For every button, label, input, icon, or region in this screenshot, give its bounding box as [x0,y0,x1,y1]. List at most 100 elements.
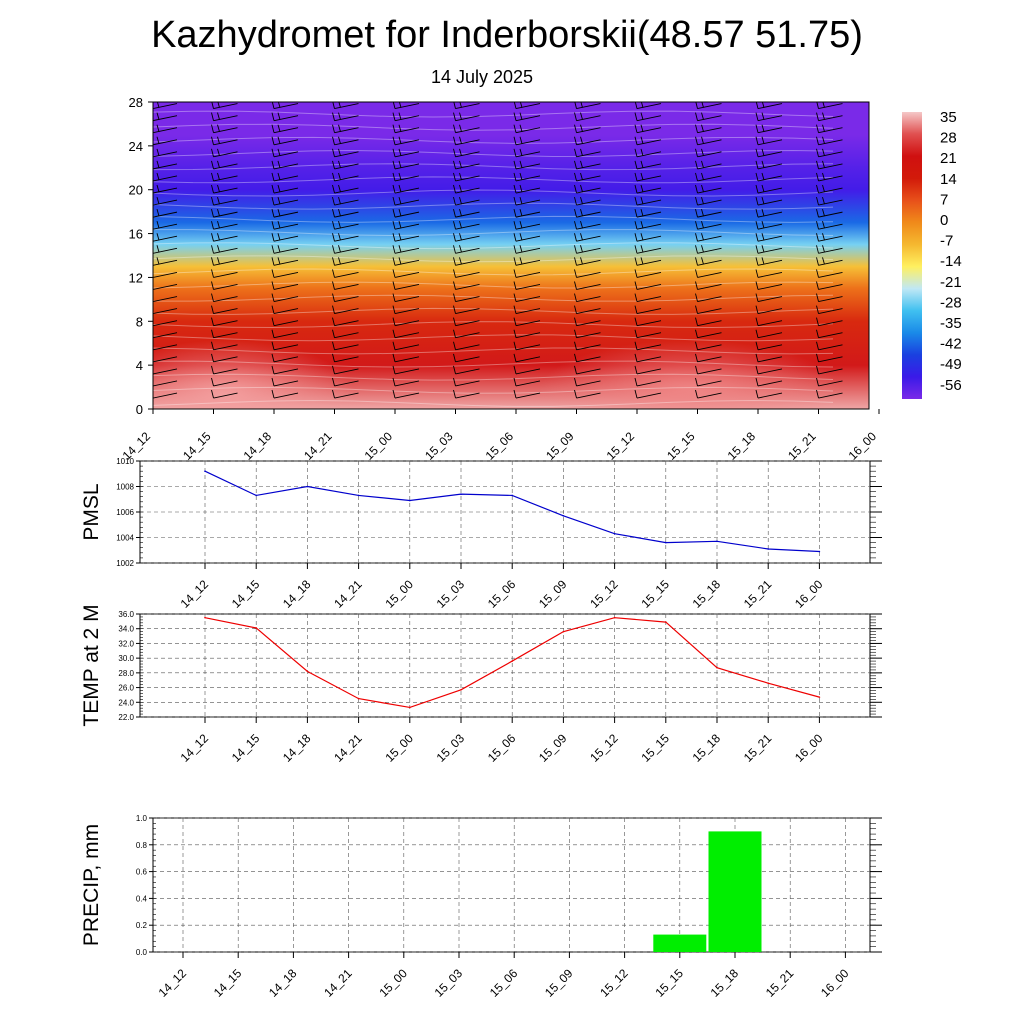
wind-barb [453,221,480,230]
wind-barb [574,329,601,339]
wind-barb [695,196,722,206]
wind-barb [271,245,299,254]
wind-barb [574,281,601,290]
y-tick-label: 16 [129,227,143,242]
series-point [665,541,667,544]
wind-barb [153,380,178,387]
wind-barb [816,269,843,278]
wind-barb [153,245,178,254]
wind-barb [513,233,541,242]
isotherm-line [153,150,834,157]
wind-barb [211,329,238,339]
wind-barb [816,317,843,327]
wind-barb [755,196,783,206]
colorbar-label: -56 [940,377,962,394]
wind-barb [877,209,903,217]
wind-barb [453,124,480,134]
wind-barb [271,184,299,194]
wind-barb [816,196,843,206]
temp-panel: 22.0 24.0 26.0 28.0 30.0 32.0 34.0 36.0 14_12 14_… [80,604,882,765]
x-tick-label: 15_00 [362,429,396,463]
wind-barb [453,172,480,182]
wind-barb [332,184,359,194]
wind-barb [574,209,601,218]
colorbar-label: 21 [940,150,957,167]
wind-barb [877,269,903,277]
isotherm-line [153,386,834,394]
wind-barb [453,365,480,375]
wind-barb [271,136,299,146]
colorbar-label: -14 [940,253,962,270]
y-tick-label: 0.2 [136,921,148,930]
wind-barb [816,389,843,399]
wind-barb [513,293,541,302]
wind-barb [816,377,843,387]
wind-barb [453,341,480,351]
wind-barb [816,305,843,315]
wind-barb [453,317,480,327]
wind-barb [513,221,541,230]
x-tick-label: 15_03 [434,731,468,765]
wind-barb [271,281,299,290]
series-point [613,532,616,535]
wind-barb [211,209,238,218]
wind-barb [816,281,843,290]
wind-barb [211,293,238,302]
wind-barb [634,209,662,218]
y-tick-label: 1004 [116,534,134,543]
wind-barb [392,102,420,110]
wind-barb [153,392,178,399]
wind-barb [332,136,359,146]
wind-barb [634,245,662,254]
wind-barb [755,353,783,363]
wind-barb [392,329,420,339]
wind-barb [153,172,178,182]
x-tick-label: 15_00 [382,577,416,611]
wind-barb [755,136,783,146]
wind-barb [513,365,541,375]
wind-barb [513,317,541,327]
wind-barb [211,112,238,122]
series-point [204,616,206,619]
wind-barb [392,160,420,170]
x-tick-label: 15_18 [690,731,724,765]
y-tick-label: 0.6 [136,868,148,877]
x-tick-label: 15_06 [487,966,521,1000]
wind-barb [392,365,420,375]
series-point [716,666,718,669]
x-tick-label: 15_15 [652,966,686,1000]
x-tick-label: 15_21 [741,731,775,765]
wind-barb [153,160,178,170]
wind-barbs [153,102,903,399]
wind-barb [153,320,178,327]
wind-barb [816,353,843,363]
wind-barb [392,257,420,266]
wind-barb [332,353,359,363]
y-tick-label: 0.8 [136,841,148,850]
wind-barb [453,269,480,278]
y-tick-label: 34.0 [118,625,134,634]
wind-barb [332,269,359,278]
wind-barb [574,377,601,387]
wind-barb [513,353,541,363]
wind-barb [211,353,238,363]
wind-barb [453,112,480,122]
y-tick-label: 0.0 [136,948,148,957]
y-tick-label: 30.0 [118,654,134,663]
chart-title: Kazhydromet for Inderborskii(48.57 51.75… [151,14,863,56]
series-point [818,696,821,698]
x-tick-label: 14_18 [266,966,300,1000]
wind-barb [153,112,178,122]
colorbar: 35 28 21 14 7 0 -7 -14 -21 -28 -35 -42 -49 -56 [902,109,962,399]
series-point [357,697,360,700]
wind-barb [755,281,783,290]
wind-barb [332,196,359,206]
wind-barb [877,185,903,193]
x-tick-label: 14_21 [331,577,365,611]
wind-barb [271,160,299,170]
wind-barb [153,284,178,290]
wind-barb [755,377,783,387]
wind-barb [695,148,722,158]
wind-barb [211,317,238,327]
